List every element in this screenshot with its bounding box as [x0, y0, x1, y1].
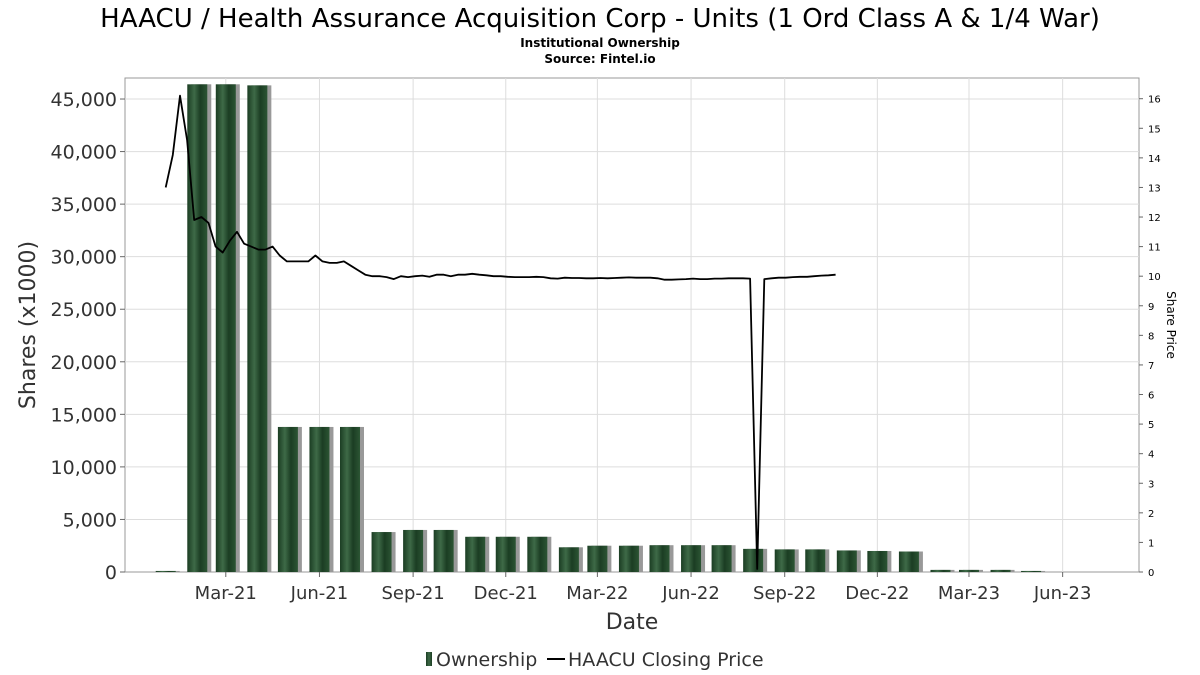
y2-tick-label: 2 — [1148, 509, 1154, 520]
ownership-bar — [990, 569, 1011, 572]
legend-ownership-swatch — [426, 652, 432, 666]
price-line-layer — [164, 94, 836, 570]
legend: Ownership HAACU Closing Price — [426, 649, 764, 671]
x-tick-label: Jun-23 — [1033, 583, 1092, 604]
y2-tick-label: 1 — [1148, 538, 1154, 549]
y2-tick-label: 13 — [1148, 183, 1161, 194]
y2-axis-title: Share Price — [1164, 291, 1178, 359]
ownership-bar — [898, 551, 919, 572]
y2-tick-label: 5 — [1148, 420, 1154, 431]
y-tick-label: 45,000 — [51, 89, 117, 111]
ownership-bar — [836, 550, 857, 572]
ownership-bar — [339, 426, 360, 572]
y-tick-label: 0 — [105, 562, 117, 584]
y2-tick-label: 3 — [1148, 479, 1154, 490]
y2-tick-label: 16 — [1148, 95, 1161, 106]
y2-tick-label: 12 — [1148, 213, 1161, 224]
ownership-bar — [1021, 570, 1042, 572]
y2-tick-label: 6 — [1148, 391, 1154, 402]
ownership-bar — [681, 545, 702, 572]
y2-tick-label: 4 — [1148, 450, 1154, 461]
y-tick-label: 10,000 — [51, 457, 117, 479]
x-tick-label: Mar-22 — [566, 583, 628, 604]
y2-tick-label: 11 — [1148, 243, 1161, 254]
ownership-bar — [649, 545, 670, 572]
grid-lines — [125, 78, 1139, 572]
x-tick-label: Dec-22 — [845, 583, 909, 604]
ownership-bar — [155, 570, 176, 572]
ownership-bar — [958, 569, 979, 572]
left-axis-ticks: 0 5,000 10,000 15,000 20,000 25,000 30,000 35,0… — [51, 89, 125, 584]
y2-tick-label: 9 — [1148, 302, 1154, 313]
y2-tick-label: 0 — [1148, 568, 1154, 579]
ownership-bar — [403, 529, 424, 572]
x-tick-label: Jun-21 — [290, 583, 349, 604]
y-tick-label: 30,000 — [51, 247, 117, 269]
ownership-bar — [805, 549, 826, 572]
price-line — [164, 94, 836, 570]
y-tick-label: 20,000 — [51, 352, 117, 374]
y2-tick-label: 7 — [1148, 361, 1154, 372]
y-tick-label: 35,000 — [51, 194, 117, 216]
y-tick-label: 25,000 — [51, 299, 117, 321]
y2-tick-label: 14 — [1148, 154, 1161, 165]
legend-price-label: HAACU Closing Price — [568, 649, 764, 671]
x-tick-label: Jun-22 — [661, 583, 720, 604]
ownership-bar — [495, 536, 516, 572]
ownership-bar — [558, 547, 579, 572]
ownership-bar — [527, 536, 548, 572]
ownership-bar — [309, 426, 330, 572]
ownership-bar — [930, 569, 951, 572]
ownership-bar — [743, 548, 764, 572]
y-tick-label: 40,000 — [51, 142, 117, 164]
x-tick-label: Dec-21 — [474, 583, 538, 604]
chart-source: Source: Fintel.io — [544, 52, 655, 66]
chart-title: HAACU / Health Assurance Acquisition Cor… — [100, 4, 1100, 34]
chart-subtitle: Institutional Ownership — [520, 36, 680, 50]
ownership-bar — [247, 85, 268, 572]
y2-tick-label: 10 — [1148, 272, 1161, 283]
ownership-bar — [618, 545, 639, 572]
x-axis-ticks: Mar-21 Jun-21 Sep-21 Dec-21 Mar-22 Jun-22 Sep-… — [195, 572, 1092, 604]
ownership-bar — [277, 426, 298, 572]
ownership-bar — [215, 84, 236, 572]
y-tick-label: 5,000 — [63, 509, 117, 531]
x-tick-label: Sep-22 — [753, 583, 816, 604]
ownership-bar — [711, 545, 732, 572]
ownership-bar — [465, 536, 486, 572]
y2-tick-label: 15 — [1148, 124, 1161, 135]
ownership-bar — [867, 550, 888, 572]
ownership-bar — [774, 549, 795, 572]
legend-ownership-label: Ownership — [436, 649, 537, 671]
x-tick-label: Mar-23 — [938, 583, 1000, 604]
y-axis-title: Shares (x1000) — [16, 241, 41, 409]
plot-area — [124, 77, 1140, 573]
ownership-bar — [433, 529, 454, 572]
ownership-bar — [587, 545, 608, 572]
x-tick-label: Mar-21 — [195, 583, 257, 604]
y-tick-label: 15,000 — [51, 404, 117, 426]
ownership-bar — [371, 532, 392, 572]
y2-tick-label: 8 — [1148, 331, 1154, 342]
x-axis-title: Date — [606, 610, 659, 635]
x-tick-label: Sep-21 — [381, 583, 444, 604]
ownership-bar — [187, 84, 208, 572]
